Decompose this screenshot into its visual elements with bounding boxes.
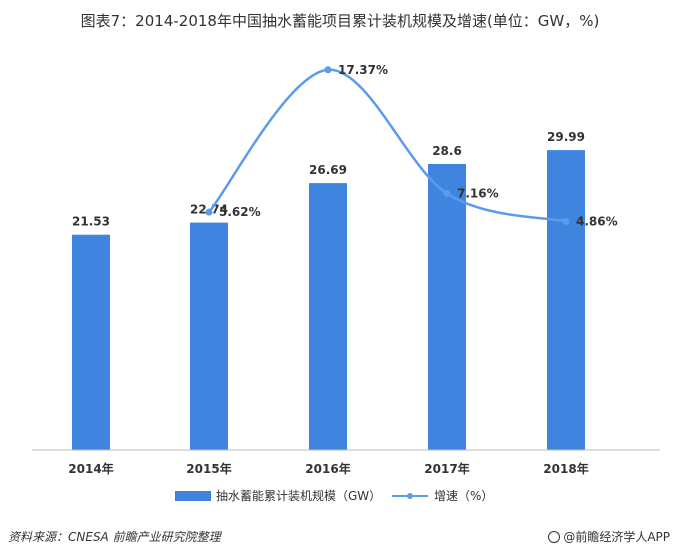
brand-credit: @前瞻经济学人APP — [548, 528, 670, 545]
growth-value-label-4: 4.86% — [576, 214, 618, 228]
bar-1 — [190, 222, 228, 450]
x-tick-3: 2017年 — [424, 461, 469, 476]
x-tick-labels: 2014年 2015年 2016年 2017年 2018年 — [68, 461, 588, 476]
legend-line-marker — [407, 493, 413, 499]
bar-value-label-2: 26.69 — [309, 163, 347, 177]
growth-line-group: 5.62% 17.37% 7.16% 4.86% — [205, 63, 618, 228]
legend: 抽水蓄能累计装机规模（GW） 增速（%） — [175, 488, 493, 503]
bar-value-label-3: 28.6 — [432, 144, 462, 158]
brand-logo-icon — [548, 531, 561, 543]
growth-value-label-1: 5.62% — [219, 205, 261, 219]
growth-value-label-3: 7.16% — [457, 187, 499, 201]
growth-line — [208, 68, 567, 223]
bar-0 — [72, 234, 110, 450]
legend-line-label: 增速（%） — [434, 489, 493, 503]
chart-title: 图表7：2014-2018年中国抽水蓄能项目累计装机规模及增速(单位：GW，%) — [80, 12, 600, 30]
growth-value-label-2: 17.37% — [338, 63, 388, 77]
bar-4 — [547, 150, 585, 450]
bar-2 — [309, 183, 347, 450]
growth-point-4 — [562, 217, 570, 225]
bar-3 — [428, 164, 466, 450]
source-note: 资料来源：CNESA 前瞻产业研究院整理 — [8, 530, 221, 544]
growth-point-3 — [443, 190, 451, 198]
x-tick-1: 2015年 — [186, 461, 231, 476]
bar-value-label-0: 21.53 — [72, 215, 110, 229]
x-tick-0: 2014年 — [68, 461, 113, 476]
growth-point-2 — [324, 66, 332, 74]
legend-bar-swatch — [175, 491, 211, 501]
legend-bar-label: 抽水蓄能累计装机规模（GW） — [216, 488, 381, 503]
growth-point-1 — [205, 208, 213, 216]
x-tick-2: 2016年 — [305, 461, 350, 476]
bar-value-label-4: 29.99 — [547, 130, 585, 144]
x-tick-4: 2018年 — [543, 461, 588, 476]
